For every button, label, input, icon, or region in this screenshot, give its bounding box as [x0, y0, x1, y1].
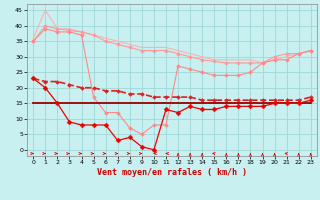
X-axis label: Vent moyen/en rafales ( km/h ): Vent moyen/en rafales ( km/h ): [97, 168, 247, 177]
